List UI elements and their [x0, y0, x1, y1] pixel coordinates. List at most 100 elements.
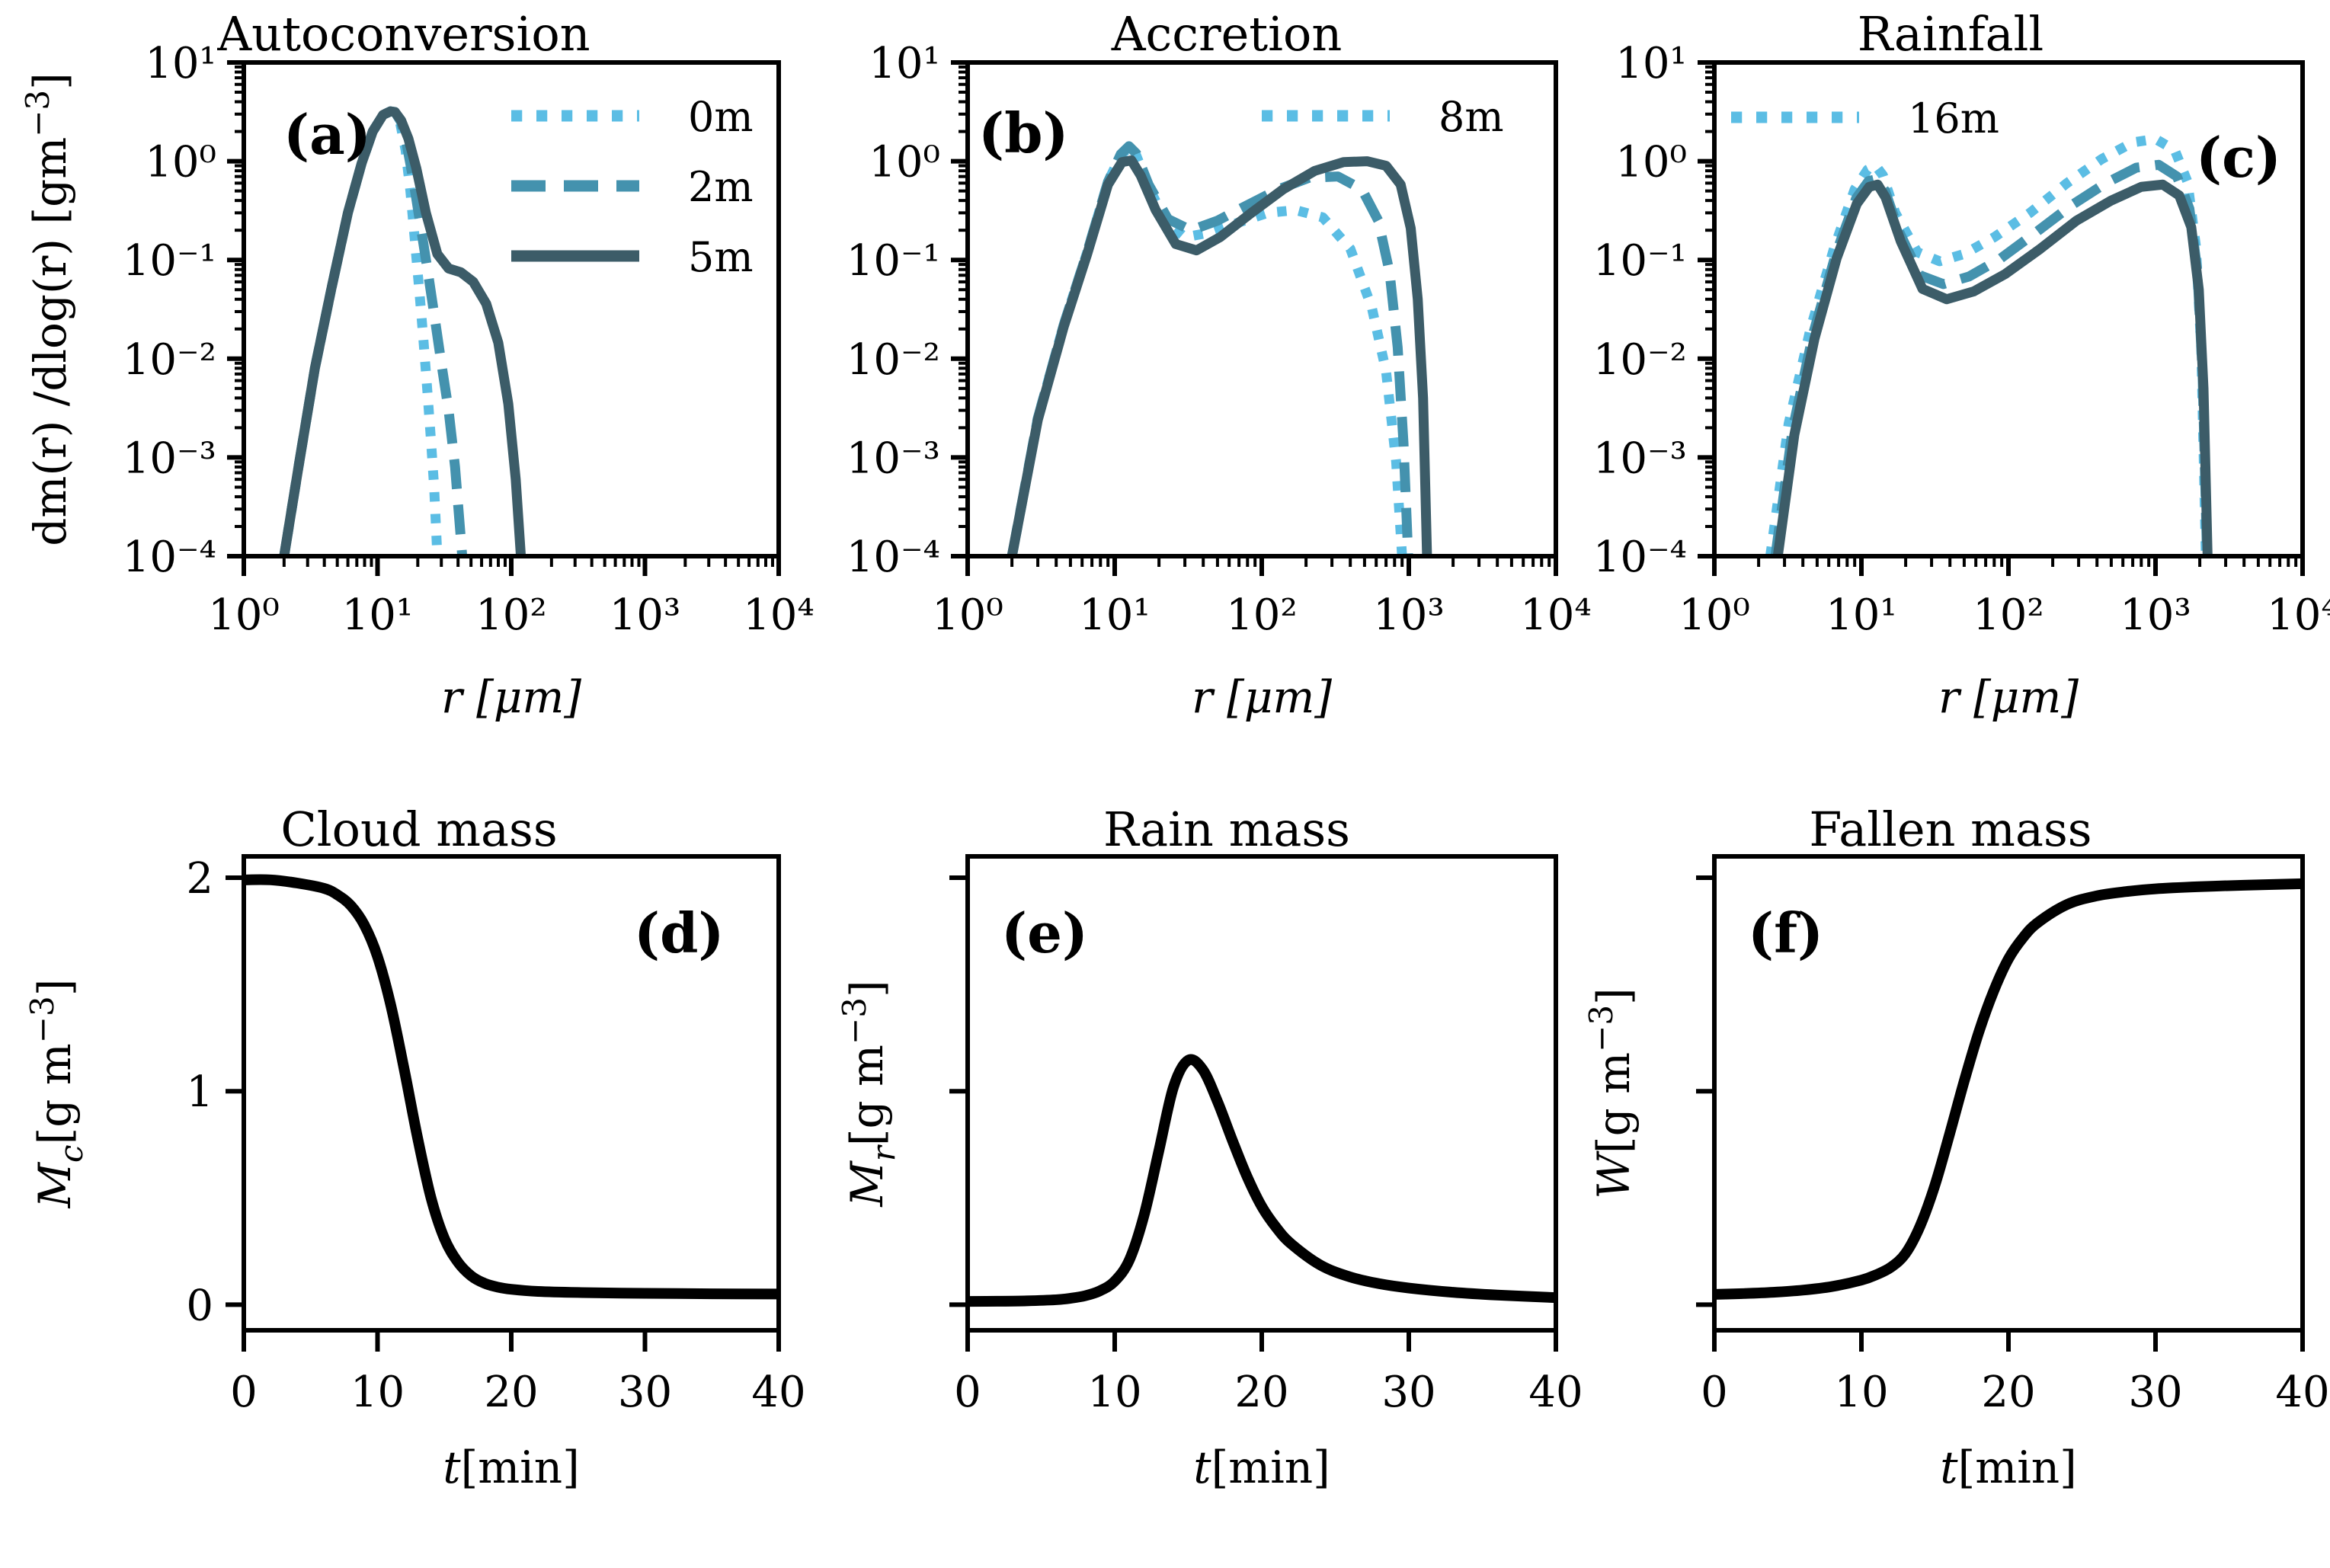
y-tick-label: 10¹ [145, 39, 216, 88]
legend-label-5m: 5m [688, 233, 754, 281]
x-tick-label: 10⁴ [743, 590, 815, 640]
x-tick-label: 20 [1234, 1368, 1288, 1417]
panel-letter: (b) [978, 101, 1068, 165]
panel-f-title: Fallen mass [1809, 802, 2092, 857]
x-tick-label: 10¹ [1826, 590, 1897, 640]
x-tick-label: 10¹ [342, 590, 414, 640]
panel-e: 0 10 20 30 40 t[min] (e) Mr[g m−3] [823, 843, 1585, 1559]
x-tick-label: 20 [1981, 1368, 2035, 1417]
x-tick-label: 30 [2128, 1368, 2182, 1417]
x-tick-label: 20 [484, 1368, 538, 1417]
curve-8m [1007, 142, 1407, 556]
panel-a: 10¹ 10⁰ 10⁻¹ 10⁻² 10⁻³ 10⁻⁴ 10⁰ 10¹ 10² 10³ 10⁴ r [… [0, 39, 815, 808]
x-tick-label: 0 [1701, 1368, 1728, 1417]
panel-letter: (a) [283, 102, 371, 167]
x-tick-label: 40 [2275, 1368, 2329, 1417]
curve-2m [279, 106, 468, 556]
y-tick-label: 10⁻⁴ [123, 533, 216, 582]
panel-d-title: Cloud mass [280, 802, 558, 857]
panel-b: 10¹ 10⁰ 10⁻¹ 10⁻² 10⁻³ 10⁻⁴ 10⁰ 10¹ 10² 10³ 10⁴ r [… [823, 39, 1592, 808]
x-tick-label: 10⁰ [1679, 590, 1750, 640]
panel-e-title: Rain mass [1103, 802, 1350, 857]
x-tick-label: 10² [1226, 590, 1298, 640]
y-tick-label: 10⁻³ [847, 434, 940, 483]
curve-5m [1772, 179, 2213, 556]
y-tick-label: 2 [186, 854, 213, 904]
x-axis-label: t[min] [1193, 1442, 1330, 1493]
x-tick-label: 10³ [2120, 590, 2191, 640]
y-tick-label: 10⁻² [1593, 335, 1687, 385]
panel-letter: (f) [1748, 901, 1823, 965]
panel-letter: (e) [1001, 901, 1088, 965]
panel-a-plot: 10¹ 10⁰ 10⁻¹ 10⁻² 10⁻³ 10⁻⁴ 10⁰ 10¹ 10² 10³ 10⁴ r [… [19, 39, 815, 723]
y-tick-label: 10⁰ [145, 138, 216, 187]
x-axis-label: t[min] [443, 1442, 579, 1493]
panel-c-title: Rainfall [1857, 6, 2044, 62]
y-tick-label: 10⁻⁴ [1593, 533, 1687, 582]
x-tick-label: 0 [954, 1368, 981, 1417]
x-tick-label: 40 [751, 1368, 805, 1417]
y-tick-label: 10¹ [1615, 39, 1687, 88]
x-tick-label: 10 [1834, 1368, 1888, 1417]
x-tick-label: 30 [1381, 1368, 1435, 1417]
x-tick-label: 10³ [1373, 590, 1445, 640]
y-axis-label: W[g m−3] [1583, 987, 1640, 1198]
y-tick-label: 10⁻¹ [1593, 236, 1687, 286]
curve-5m [279, 106, 526, 556]
x-tick-label: 40 [1528, 1368, 1583, 1417]
curve-panel_e [968, 1054, 1556, 1307]
panel-b-title: Accretion [1111, 6, 1343, 62]
y-tick-label: 10⁻¹ [123, 236, 216, 286]
panel-b-plot: 10¹ 10⁰ 10⁻¹ 10⁻² 10⁻³ 10⁻⁴ 10⁰ 10¹ 10² 10³ 10⁴ r [… [847, 39, 1592, 723]
y-tick-label: 10⁻² [847, 335, 940, 385]
y-axis-label: Mc[g m−3] [24, 979, 90, 1209]
y-tick-label: 10⁻¹ [847, 236, 940, 286]
panel-letter: (c) [2196, 125, 2281, 190]
x-axis-label: t[min] [1940, 1442, 2076, 1493]
x-tick-label: 10² [1973, 590, 2044, 640]
x-tick-label: 10 [1087, 1368, 1141, 1417]
panel-a-title: Autoconversion [217, 6, 591, 62]
y-tick-label: 10⁻² [123, 335, 216, 385]
curve-5m [1007, 155, 1432, 556]
x-tick-label: 10⁰ [208, 590, 280, 640]
legend-label-2m: 2m [688, 163, 754, 211]
y-axis-label: dm(r) /dlog(r) [gm−3] [19, 72, 76, 546]
y-tick-label: 10⁻³ [1593, 434, 1687, 483]
curve-panel_d [244, 874, 779, 1300]
x-tick-label: 10⁴ [1520, 590, 1592, 640]
panel-d: 0 1 2 0 10 20 30 40 t[min] (d) Mc[g m−3] [0, 843, 808, 1559]
x-axis-label: r [μm] [1192, 671, 1332, 723]
x-tick-label: 10² [475, 590, 547, 640]
panel-c: 10¹ 10⁰ 10⁻¹ 10⁻² 10⁻³ 10⁻⁴ 10⁰ 10¹ 10² 10³ 10⁴ r [… [1570, 39, 2330, 808]
y-tick-label: 1 [186, 1067, 213, 1117]
curve-2m [1007, 141, 1413, 556]
x-tick-label: 10⁰ [932, 590, 1003, 640]
y-tick-label: 10⁰ [869, 138, 940, 187]
x-axis-label: r [μm] [1938, 671, 2079, 723]
panel-e-plot: 0 10 20 30 40 t[min] (e) Mr[g m−3] [836, 854, 1583, 1493]
x-tick-label: 10⁴ [2267, 590, 2330, 640]
legend-label-16m: 16m [1908, 94, 1999, 142]
curve-2m [1770, 159, 2213, 556]
y-tick-label: 10⁻⁴ [847, 533, 940, 582]
panel-c-plot: 10¹ 10⁰ 10⁻¹ 10⁻² 10⁻³ 10⁻⁴ 10⁰ 10¹ 10² 10³ 10⁴ r [… [1593, 39, 2330, 723]
x-tick-label: 0 [230, 1368, 258, 1417]
y-tick-label: 10¹ [869, 39, 940, 88]
y-tick-label: 0 [186, 1281, 213, 1330]
legend-label-0m: 0m [688, 93, 754, 141]
panel-f-plot: 0 10 20 30 40 t[min] (f) W[g m−3] [1583, 854, 2330, 1493]
x-tick-label: 10¹ [1079, 590, 1151, 640]
x-tick-label: 10 [350, 1368, 405, 1417]
y-tick-label: 10⁻³ [123, 434, 216, 483]
panel-letter: (d) [634, 901, 724, 965]
x-tick-label: 10³ [610, 590, 681, 640]
curve-panel_f [1714, 878, 2303, 1300]
x-tick-label: 30 [618, 1368, 672, 1417]
y-tick-label: 10⁰ [1615, 138, 1687, 187]
panel-f: 0 10 20 30 40 t[min] (f) W[g m−3] [1570, 843, 2330, 1559]
y-axis-label: Mr[g m−3] [836, 980, 902, 1207]
svg-text:dm(r) /dlog(r) [gm−3]: dm(r) /dlog(r) [gm−3] [19, 72, 76, 546]
